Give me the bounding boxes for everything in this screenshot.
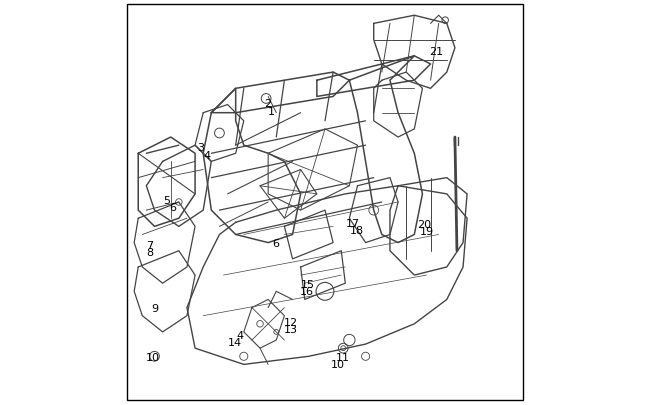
Text: 13: 13 xyxy=(283,324,298,334)
Text: 10: 10 xyxy=(331,360,345,369)
Text: 5: 5 xyxy=(163,196,170,205)
Text: 6: 6 xyxy=(272,239,279,249)
Text: 20: 20 xyxy=(417,220,432,230)
Text: 21: 21 xyxy=(430,47,444,57)
Text: 4: 4 xyxy=(203,151,211,161)
Text: 4: 4 xyxy=(236,330,243,340)
Text: 10: 10 xyxy=(146,352,159,362)
Text: 11: 11 xyxy=(336,352,350,362)
Text: 17: 17 xyxy=(346,219,359,228)
Text: 18: 18 xyxy=(350,226,364,236)
Text: 16: 16 xyxy=(300,287,314,296)
Text: 9: 9 xyxy=(151,304,159,313)
Text: 15: 15 xyxy=(301,279,315,289)
Text: 6: 6 xyxy=(169,202,176,212)
Text: 12: 12 xyxy=(283,317,298,327)
Text: 8: 8 xyxy=(146,247,153,257)
Text: 14: 14 xyxy=(227,337,242,347)
Text: 1: 1 xyxy=(268,107,275,116)
Text: 19: 19 xyxy=(421,227,434,237)
Text: 2: 2 xyxy=(264,98,271,108)
Text: 7: 7 xyxy=(146,240,153,250)
Text: 3: 3 xyxy=(198,143,205,153)
